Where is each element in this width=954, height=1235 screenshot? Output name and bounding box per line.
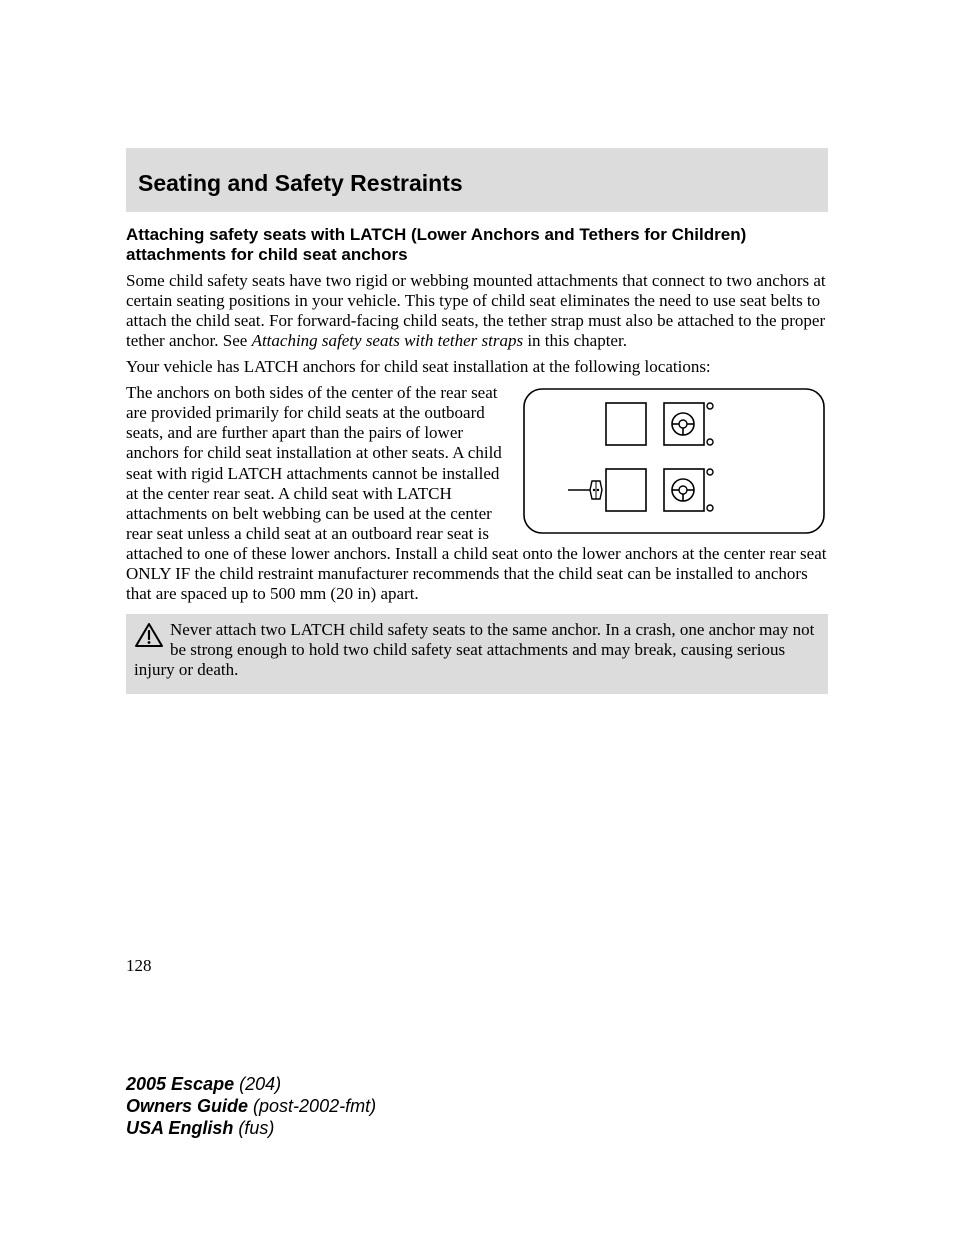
seat-diagram <box>520 383 828 539</box>
buckle-icon <box>590 481 602 499</box>
footer-line-1: 2005 Escape (204) <box>126 1074 376 1096</box>
manual-page: Seating and Safety Restraints Attaching … <box>0 0 954 1235</box>
warning-box: Never attach two LATCH child safety seat… <box>126 614 828 694</box>
warning-triangle-icon <box>134 622 164 653</box>
footer-block: 2005 Escape (204) Owners Guide (post-200… <box>126 1074 376 1140</box>
intro-paragraph: Some child safety seats have two rigid o… <box>126 271 828 351</box>
page-content: Attaching safety seats with LATCH (Lower… <box>126 225 828 694</box>
page-number: 128 <box>126 956 152 976</box>
chapter-title: Seating and Safety Restraints <box>138 170 463 196</box>
anchors-block: The anchors on both sides of the center … <box>126 383 828 604</box>
chapter-header: Seating and Safety Restraints <box>126 148 828 212</box>
section-subheading: Attaching safety seats with LATCH (Lower… <box>126 225 828 265</box>
p1-italic-ref: Attaching safety seats with tether strap… <box>252 331 524 350</box>
latch-diagram-svg <box>520 383 828 539</box>
warning-text: Never attach two LATCH child safety seat… <box>134 620 814 679</box>
p1-text-b: in this chapter. <box>523 331 627 350</box>
footer-l1-bold: 2005 Escape <box>126 1074 239 1094</box>
footer-line-2: Owners Guide (post-2002-fmt) <box>126 1096 376 1118</box>
footer-l2-italic: (post-2002-fmt) <box>253 1096 376 1116</box>
footer-l3-italic: (fus) <box>238 1118 274 1138</box>
footer-l3-bold: USA English <box>126 1118 238 1138</box>
footer-l1-italic: (204) <box>239 1074 281 1094</box>
locations-intro: Your vehicle has LATCH anchors for child… <box>126 357 828 377</box>
footer-l2-bold: Owners Guide <box>126 1096 253 1116</box>
footer-line-3: USA English (fus) <box>126 1118 376 1140</box>
